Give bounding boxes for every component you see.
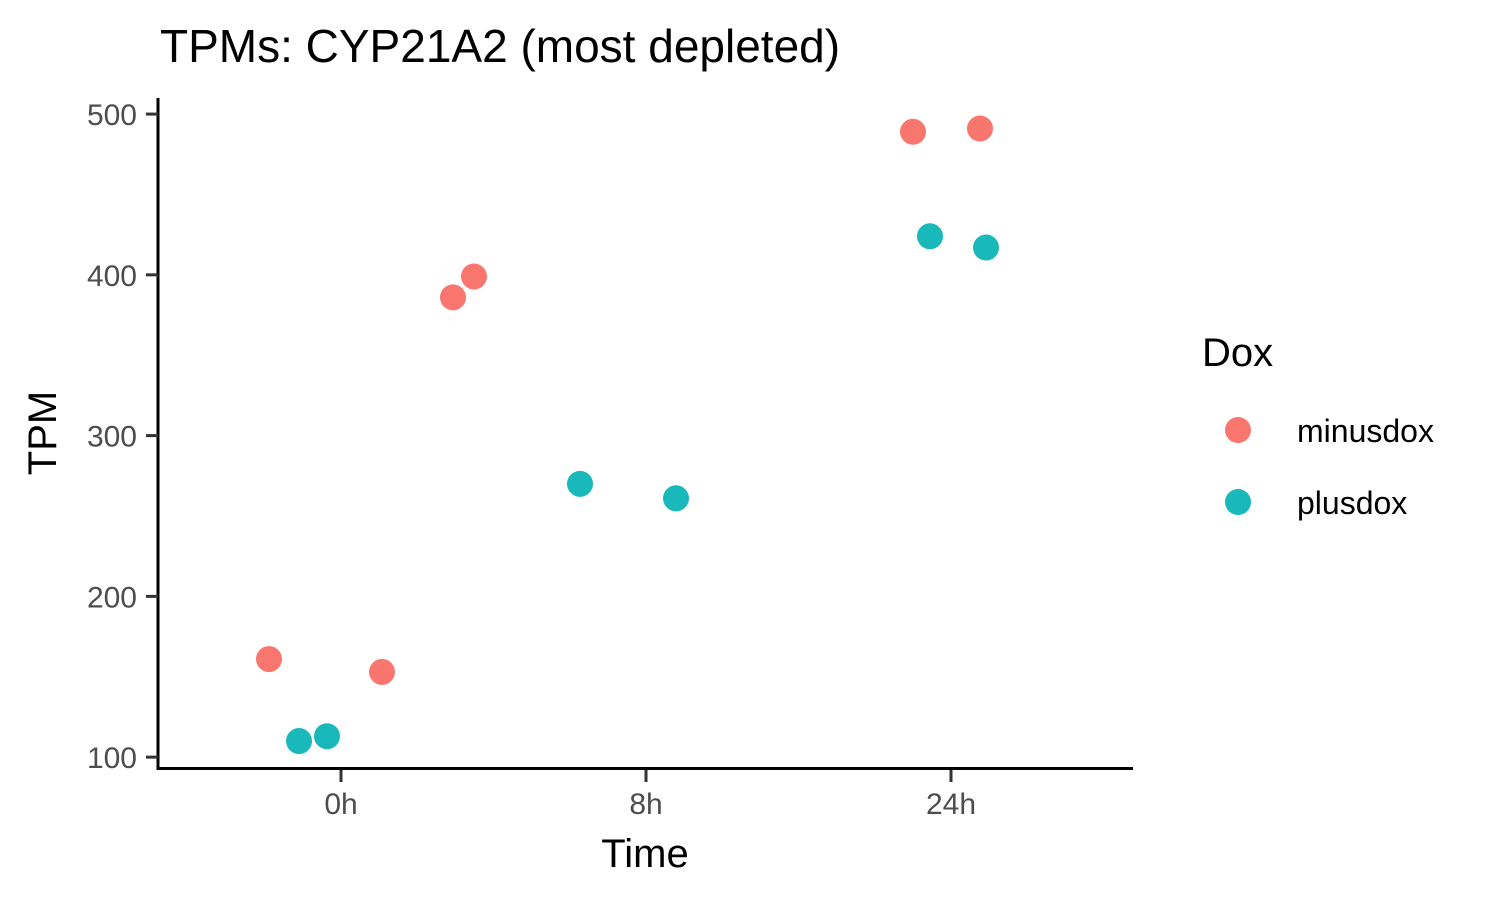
data-point-plusdox	[973, 234, 999, 261]
plot-panel: 100 200 300 400 500 0h 8h 24h	[87, 98, 1133, 821]
legend-key-plusdox	[1225, 489, 1251, 515]
y-axis-ticks: 100 200 300 400 500	[87, 99, 158, 775]
x-tick-label: 24h	[926, 788, 976, 821]
legend-key-minusdox	[1225, 417, 1251, 443]
data-point-plusdox	[567, 470, 593, 497]
x-axis-ticks: 0h 8h 24h	[324, 770, 976, 821]
data-point-minusdox	[256, 646, 282, 673]
x-tick-label: 8h	[629, 788, 662, 821]
data-point-plusdox	[917, 223, 943, 250]
y-tick-label: 500	[87, 99, 137, 132]
data-point-plusdox	[663, 485, 689, 512]
legend: Dox minusdox plusdox	[1202, 331, 1434, 521]
data-point-minusdox	[461, 263, 487, 290]
chart-title: TPMs: CYP21A2 (most depleted)	[160, 20, 840, 72]
data-point-minusdox	[369, 658, 395, 685]
data-point-minusdox	[900, 118, 926, 145]
y-tick-label: 400	[87, 260, 137, 293]
data-point-plusdox	[314, 723, 340, 750]
y-tick-label: 300	[87, 421, 137, 454]
legend-items: minusdox plusdox	[1225, 413, 1434, 521]
data-point-minusdox	[440, 284, 466, 311]
points-layer	[256, 115, 999, 755]
legend-label-minusdox: minusdox	[1297, 413, 1434, 449]
data-point-plusdox	[286, 728, 312, 755]
x-axis-title: Time	[601, 832, 688, 876]
y-tick-label: 100	[87, 742, 137, 775]
y-axis-title: TPM	[21, 391, 65, 475]
x-tick-label: 0h	[324, 788, 357, 821]
y-tick-label: 200	[87, 581, 137, 614]
data-point-minusdox	[967, 115, 993, 142]
legend-label-plusdox: plusdox	[1297, 485, 1407, 521]
legend-title: Dox	[1202, 331, 1273, 375]
